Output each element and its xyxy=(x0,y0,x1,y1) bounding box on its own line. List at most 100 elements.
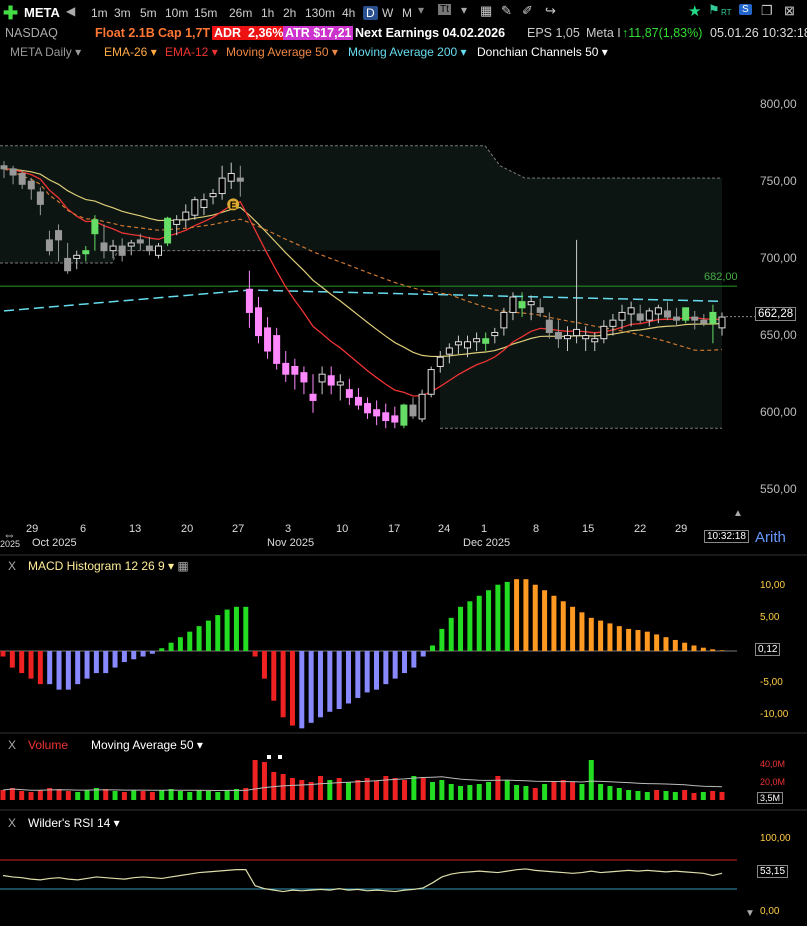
macd-bar xyxy=(364,651,370,693)
chart-type-icon[interactable]: ▾ xyxy=(418,3,425,17)
ma50-label[interactable]: Moving Average 50 ▾ xyxy=(226,45,338,59)
candle xyxy=(454,341,462,346)
candle xyxy=(173,219,181,225)
volume-bar xyxy=(56,789,62,800)
pencil-icon[interactable]: ✎ xyxy=(501,3,512,18)
candle xyxy=(236,177,244,182)
add-icon[interactable]: ✚ xyxy=(3,3,19,23)
timeframe-10m[interactable]: 10m xyxy=(165,6,189,20)
volume-bar xyxy=(458,786,464,800)
macd-bar xyxy=(9,651,15,668)
month-label: Oct 2025 xyxy=(32,537,77,549)
candle xyxy=(82,250,90,255)
volume-bar xyxy=(579,784,585,800)
star-icon[interactable]: ★ xyxy=(688,3,702,20)
scale-label[interactable]: Arith xyxy=(755,529,786,546)
rsi-arrow-icon[interactable]: ▼ xyxy=(745,908,755,919)
flag-icon[interactable]: ⚑ xyxy=(708,2,720,17)
company-name: Meta I xyxy=(586,26,621,40)
candle xyxy=(245,288,253,313)
window-icon[interactable]: ❐ xyxy=(761,3,773,18)
volume-marker xyxy=(278,755,282,759)
ma200-label[interactable]: Moving Average 200 ▾ xyxy=(348,45,467,59)
volume-bar xyxy=(345,782,351,800)
s-badge[interactable]: S xyxy=(739,4,752,15)
volume-bar xyxy=(140,791,146,800)
timeframe-1m[interactable]: 1m xyxy=(91,6,108,20)
macd-close[interactable]: X xyxy=(8,559,17,573)
x-tick: 3 xyxy=(285,523,292,535)
x-tick: 24 xyxy=(438,523,451,535)
macd-bar xyxy=(532,584,538,651)
timeframe-130m[interactable]: 130m xyxy=(305,6,336,20)
macd-bar xyxy=(523,579,529,651)
share-icon[interactable]: ↪ xyxy=(545,3,556,18)
macd-bar xyxy=(644,631,650,651)
volume-close[interactable]: X xyxy=(8,738,17,752)
pen-icon[interactable]: ✐ xyxy=(522,3,533,18)
timeframe-5m[interactable]: 5m xyxy=(140,6,157,20)
text-icon[interactable]: Tt xyxy=(438,4,451,15)
macd-title[interactable]: MACD Histogram 12 26 9 ▾ ▦ xyxy=(28,559,189,573)
timeframe-M[interactable]: M xyxy=(402,6,412,20)
dropdown-icon[interactable]: ▾ xyxy=(461,3,468,17)
macd-bar xyxy=(514,579,520,651)
macd-bar xyxy=(336,651,342,709)
chart-area[interactable]: E xyxy=(0,62,807,926)
candle xyxy=(482,338,490,344)
macd-bar xyxy=(327,651,333,712)
macd-bar xyxy=(159,648,165,651)
volume-bar xyxy=(710,791,716,800)
symbol-label[interactable]: META xyxy=(24,5,60,20)
volume-bar xyxy=(261,762,267,800)
volume-ma-line xyxy=(2,776,723,791)
close-icon[interactable]: ⊠ xyxy=(784,3,795,18)
volume-bar xyxy=(159,790,165,800)
candle xyxy=(264,327,272,352)
rsi-title[interactable]: Wilder's RSI 14 ▾ xyxy=(28,816,120,830)
ma50-line xyxy=(3,168,723,351)
rsi-close[interactable]: X xyxy=(8,816,17,830)
volume-tick-20: 20,0M xyxy=(760,777,786,787)
ema12-label[interactable]: EMA-12 ▾ xyxy=(165,45,218,59)
timeframe-W[interactable]: W xyxy=(382,6,394,20)
macd-bar xyxy=(261,651,267,679)
earnings-marker xyxy=(227,198,240,211)
macd-bar xyxy=(551,595,557,651)
ema26-label[interactable]: EMA-26 ▾ xyxy=(104,45,157,59)
macd-bar xyxy=(402,651,408,674)
macd-bar xyxy=(215,615,221,651)
timeframe-2h[interactable]: 2h xyxy=(283,6,297,20)
timeframe-26m[interactable]: 26m xyxy=(229,6,253,20)
timeframe-3m[interactable]: 3m xyxy=(114,6,131,20)
volume-bar xyxy=(243,788,249,800)
macd-bar xyxy=(682,642,688,651)
speaker-icon[interactable]: ◀ xyxy=(66,4,76,18)
candle xyxy=(545,319,553,334)
x-tick: 6 xyxy=(80,523,87,535)
macd-bar xyxy=(663,637,669,651)
timeframe-1h[interactable]: 1h xyxy=(261,6,275,20)
x-tick: 15 xyxy=(582,523,595,535)
timeframe-4h[interactable]: 4h xyxy=(342,6,356,20)
volume-ma-title[interactable]: Moving Average 50 ▾ xyxy=(91,738,203,752)
candle xyxy=(464,341,472,349)
macd-bar xyxy=(691,645,697,651)
candle xyxy=(18,172,26,185)
macd-bar xyxy=(719,650,725,651)
timeframe-15m[interactable]: 15m xyxy=(194,6,218,20)
expand-icon[interactable]: ⇔ xyxy=(3,527,16,542)
donchian-label[interactable]: Donchian Channels 50 ▾ xyxy=(477,45,608,59)
volume-title[interactable]: Volume xyxy=(28,738,69,752)
settings-icon[interactable]: ▦ xyxy=(177,559,189,573)
calculator-icon[interactable]: ▦ xyxy=(480,3,493,18)
volume-bar xyxy=(177,791,183,800)
timeframe-D[interactable]: D xyxy=(363,6,378,20)
collapse-icon[interactable]: ▲ xyxy=(733,508,743,519)
eps-label: EPS 1,05 xyxy=(527,26,580,40)
macd-bar xyxy=(495,584,501,651)
macd-bar xyxy=(75,651,81,685)
chart-name[interactable]: META Daily ▾ xyxy=(10,45,82,59)
macd-bar xyxy=(0,651,6,657)
volume-bar xyxy=(439,780,445,800)
